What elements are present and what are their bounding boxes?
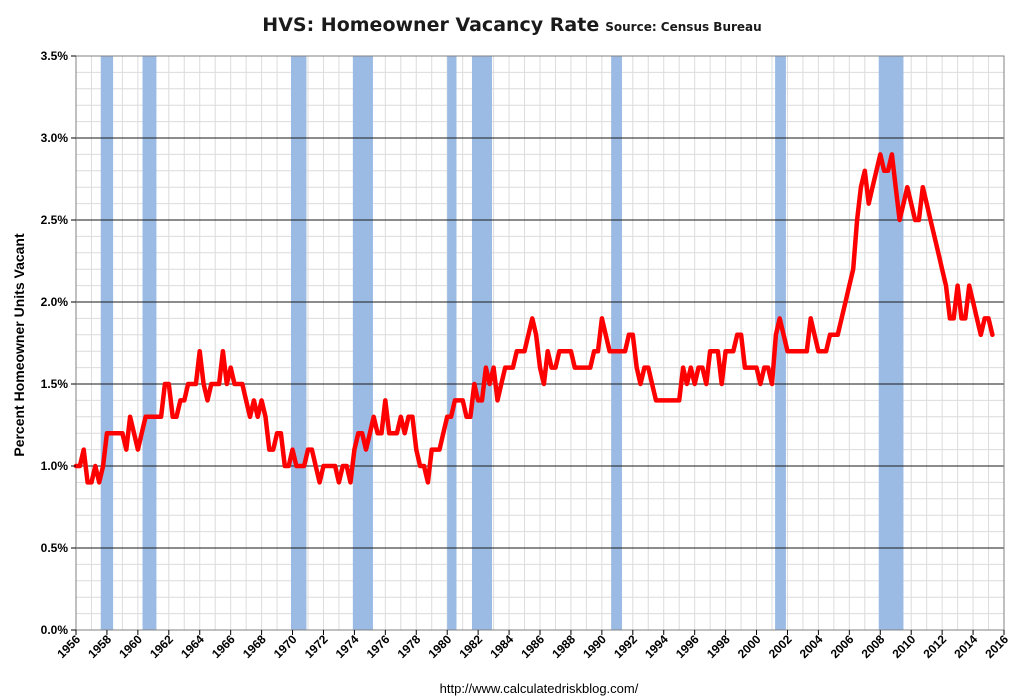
x-tick-label: 1968 [240,632,269,661]
x-tick-label: 1982 [456,632,485,661]
x-tick-label: 2002 [766,632,795,661]
x-tick-label: 1978 [395,632,424,661]
x-tick-label: 1974 [333,632,362,661]
x-tick-label: 1996 [673,632,702,661]
recession-bar [471,56,493,630]
x-tick-label: 1972 [302,632,331,661]
recession-bar [100,56,114,630]
recession-bar [352,56,373,630]
x-tick-label: 2000 [735,632,764,661]
recession-bar [447,56,457,630]
x-tick-label: 2008 [859,632,888,661]
x-tick-label: 1986 [518,632,547,661]
footer-url: http://www.calculatedriskblog.com/ [439,681,639,696]
x-tick-label: 2006 [828,632,857,661]
recession-bar [878,56,904,630]
chart-title-text: HVS: Homeowner Vacancy Rate [262,14,600,36]
recession-bar [611,56,622,630]
chart-source: Source: Census Bureau [605,20,762,34]
x-tick-label: 1970 [271,632,300,661]
recession-bar [290,56,307,630]
x-tick-label: 1962 [147,632,176,661]
y-tick-label: 3.5% [41,49,69,63]
x-tick-label: 1958 [85,632,114,661]
y-tick-label: 1.0% [41,459,69,473]
x-tick-label: 1976 [364,632,393,661]
x-tick-label: 1994 [642,632,671,661]
x-tick-label: 1988 [549,632,578,661]
x-tick-label: 2014 [951,632,980,661]
y-tick-label: 3.0% [41,131,69,145]
series-line [73,152,995,485]
y-tick-label: 0.5% [41,541,69,555]
x-tick-label: 2004 [797,632,826,661]
recession-bar [142,56,157,630]
x-tick-label: 1984 [487,632,516,661]
x-tick-label: 1960 [116,632,145,661]
y-tick-label: 0.0% [41,623,69,637]
chart-title: HVS: Homeowner Vacancy Rate Source: Censu… [0,14,1024,36]
x-tick-label: 2016 [982,632,1011,661]
x-tick-label: 2010 [890,632,919,661]
x-tick-label: 1990 [580,632,609,661]
y-tick-label: 2.0% [41,295,69,309]
y-tick-label: 2.5% [41,213,69,227]
recession-bar [775,56,786,630]
x-tick-label: 1966 [209,632,238,661]
y-tick-label: 1.5% [41,377,69,391]
x-tick-label: 1992 [611,632,640,661]
x-tick-label: 1998 [704,632,733,661]
x-tick-label: 1980 [426,632,455,661]
x-tick-label: 2012 [920,632,949,661]
x-tick-label: 1964 [178,632,207,661]
